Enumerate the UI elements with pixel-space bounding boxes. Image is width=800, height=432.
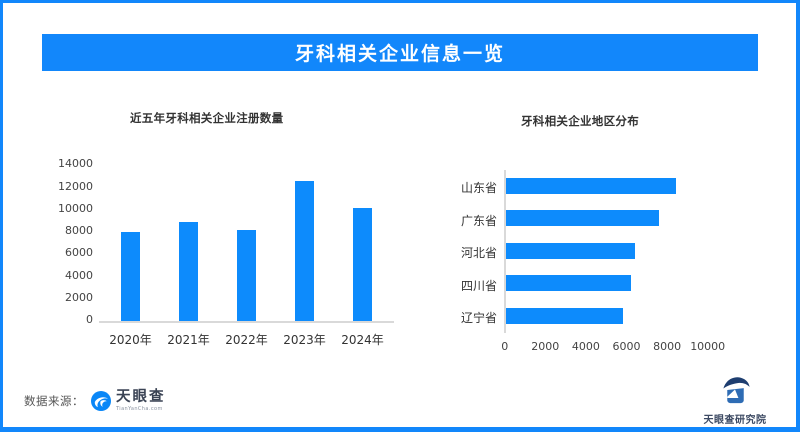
research-institute-block: 天眼查研究院 xyxy=(702,374,768,426)
bar-河北省 xyxy=(505,242,636,259)
page-title: 牙科相关企业信息一览 xyxy=(294,43,505,65)
y-category-label: 辽宁省 xyxy=(460,311,497,325)
content-card: 牙科相关企业信息一览 近五年牙科相关企业注册数量 0 2000 4000 6000 80… xyxy=(3,3,796,427)
page-title-banner: 牙科相关企业信息一览 xyxy=(42,34,758,71)
x-tick-label: 0 xyxy=(501,340,509,353)
y-axis-line xyxy=(504,170,506,333)
bar-辽宁省 xyxy=(505,307,624,324)
bar-2021年 xyxy=(179,221,198,321)
y-tick-label: 2000 xyxy=(65,291,93,304)
x-tick-label: 6000 xyxy=(612,340,641,353)
bar-2022年 xyxy=(237,230,256,321)
bar-2023年 xyxy=(295,180,314,321)
source-label: 数据来源： xyxy=(24,394,84,408)
y-tick-label: 4000 xyxy=(65,268,93,282)
bar-广东省 xyxy=(505,210,659,226)
research-institute-logo-icon xyxy=(720,374,751,410)
x-tick-label: 4000 xyxy=(571,340,600,353)
brand-url: TianYanCha.com xyxy=(116,405,163,412)
x-category-label: 2024年 xyxy=(341,333,384,347)
tianyancha-wordmark: 天眼查 TianYanCha.com xyxy=(116,390,166,412)
x-category-label: 2022年 xyxy=(225,333,268,347)
bar-2024年 xyxy=(353,207,372,321)
institute-name: 天眼查研究院 xyxy=(703,415,767,426)
y-category-label: 山东省 xyxy=(460,181,497,195)
bar-山东省 xyxy=(505,177,677,194)
x-category-label: 2020年 xyxy=(109,333,152,347)
y-category-label: 河北省 xyxy=(460,246,497,260)
right-chart-title: 牙科相关企业地区分布 xyxy=(521,114,639,128)
y-tick-label: 14000 xyxy=(58,157,93,171)
bar-四川省 xyxy=(505,275,632,291)
left-chart-title: 近五年牙科相关企业注册数量 xyxy=(130,111,284,125)
bar-2020年 xyxy=(121,231,140,321)
x-category-label: 2021年 xyxy=(167,333,210,347)
y-tick-label: 6000 xyxy=(65,246,93,260)
x-tick-label: 2000 xyxy=(531,340,560,353)
brand-name: 天眼查 xyxy=(116,389,166,406)
x-tick-label: 10000 xyxy=(690,340,726,353)
y-tick-label: 10000 xyxy=(58,201,93,215)
x-tick-label: 8000 xyxy=(653,340,682,353)
tianyancha-logo-icon xyxy=(91,391,111,411)
y-tick-label: 8000 xyxy=(65,224,93,238)
y-tick-label: 0 xyxy=(86,313,93,327)
x-category-label: 2023年 xyxy=(283,333,326,347)
y-category-label: 广东省 xyxy=(460,213,497,228)
x-axis-line xyxy=(99,321,394,323)
data-source-row: 数据来源： 天眼查 TianYanCha.com xyxy=(24,387,166,415)
y-category-label: 四川省 xyxy=(460,278,497,293)
y-tick-label: 12000 xyxy=(58,179,93,193)
